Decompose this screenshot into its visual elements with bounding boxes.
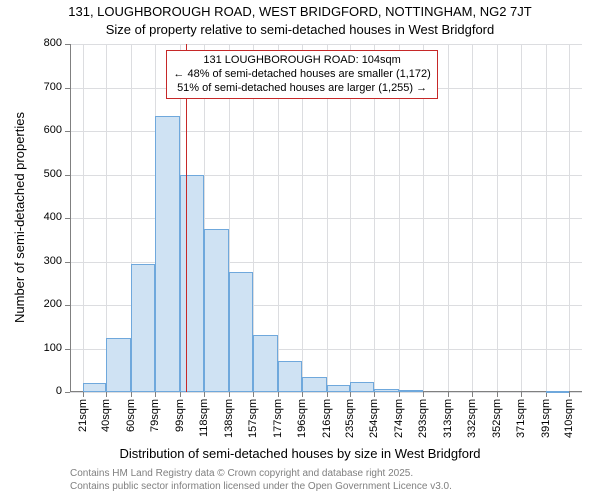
y-tick-label: 600 <box>32 124 62 136</box>
footer-line1: Contains HM Land Registry data © Crown c… <box>70 468 600 481</box>
title-main: 131, LOUGHBOROUGH ROAD, WEST BRIDGFORD, … <box>0 4 600 19</box>
x-tick <box>569 392 570 397</box>
x-tick-label: 293sqm <box>417 399 429 445</box>
histogram-bar <box>253 335 278 392</box>
annotation-line2: ← 48% of semi-detached houses are smalle… <box>173 68 430 82</box>
x-tick-label: 254sqm <box>368 399 380 445</box>
grid-line-v <box>472 44 473 392</box>
y-tick-label: 200 <box>32 298 62 310</box>
grid-line-v <box>448 44 449 392</box>
x-tick-label: 352sqm <box>491 399 503 445</box>
x-tick-label: 313sqm <box>442 399 454 445</box>
histogram-bar <box>131 264 155 392</box>
x-tick <box>106 392 107 397</box>
grid-line-v <box>569 44 570 392</box>
x-tick-label: 60sqm <box>125 399 137 445</box>
histogram-bar <box>155 116 180 392</box>
histogram-bar <box>229 272 253 392</box>
y-tick-label: 800 <box>32 37 62 49</box>
x-tick <box>278 392 279 397</box>
x-tick-label: 40sqm <box>100 399 112 445</box>
histogram-bar <box>204 229 229 392</box>
x-tick-label: 118sqm <box>198 399 210 445</box>
histogram-bar <box>83 383 107 392</box>
x-tick-label: 391sqm <box>540 399 552 445</box>
x-tick-label: 332sqm <box>466 399 478 445</box>
axis-left <box>70 44 71 392</box>
x-tick <box>546 392 547 397</box>
x-tick <box>302 392 303 397</box>
x-tick <box>374 392 375 397</box>
x-tick <box>423 392 424 397</box>
x-tick <box>327 392 328 397</box>
x-tick-label: 177sqm <box>272 399 284 445</box>
x-tick-label: 274sqm <box>393 399 405 445</box>
x-tick <box>131 392 132 397</box>
x-tick-label: 21sqm <box>77 399 89 445</box>
x-tick <box>521 392 522 397</box>
x-tick <box>229 392 230 397</box>
grid-line-v <box>546 44 547 392</box>
plot-area: 010020030040050060070080021sqm40sqm60sqm… <box>70 44 582 392</box>
y-tick-label: 300 <box>32 255 62 267</box>
annotation-box: 131 LOUGHBOROUGH ROAD: 104sqm← 48% of se… <box>166 50 437 99</box>
x-tick <box>155 392 156 397</box>
histogram-bar <box>327 385 351 392</box>
x-tick-label: 410sqm <box>563 399 575 445</box>
x-tick-label: 79sqm <box>149 399 161 445</box>
y-tick-label: 100 <box>32 342 62 354</box>
annotation-line1: 131 LOUGHBOROUGH ROAD: 104sqm <box>173 54 430 68</box>
footer-attribution: Contains HM Land Registry data © Crown c… <box>70 468 600 493</box>
x-tick-label: 371sqm <box>515 399 527 445</box>
histogram-bar <box>180 175 204 393</box>
x-tick-label: 99sqm <box>174 399 186 445</box>
annotation-line3: 51% of semi-detached houses are larger (… <box>173 82 430 96</box>
x-tick <box>497 392 498 397</box>
histogram-bar <box>399 390 423 392</box>
x-tick-label: 157sqm <box>247 399 259 445</box>
grid-line-v <box>497 44 498 392</box>
chart-container: { "title_main": "131, LOUGHBOROUGH ROAD,… <box>0 0 600 500</box>
histogram-bar <box>350 382 374 392</box>
histogram-bar <box>302 377 327 392</box>
x-tick <box>472 392 473 397</box>
y-tick <box>65 392 70 393</box>
grid-line-v <box>83 44 84 392</box>
x-tick-label: 235sqm <box>344 399 356 445</box>
x-tick <box>180 392 181 397</box>
x-axis-label: Distribution of semi-detached houses by … <box>0 446 600 461</box>
histogram-bar <box>546 391 570 393</box>
x-tick-label: 138sqm <box>223 399 235 445</box>
x-tick <box>253 392 254 397</box>
x-tick <box>448 392 449 397</box>
x-tick <box>204 392 205 397</box>
y-tick-label: 500 <box>32 168 62 180</box>
grid-line-v <box>521 44 522 392</box>
y-tick-label: 0 <box>32 385 62 397</box>
histogram-bar <box>278 361 302 392</box>
footer-line2: Contains public sector information licen… <box>70 481 600 494</box>
x-tick-label: 196sqm <box>296 399 308 445</box>
y-axis-label: Number of semi-detached properties <box>12 44 27 392</box>
x-tick-label: 216sqm <box>321 399 333 445</box>
title-sub: Size of property relative to semi-detach… <box>0 22 600 37</box>
y-tick-label: 700 <box>32 81 62 93</box>
y-tick-label: 400 <box>32 211 62 223</box>
histogram-bar <box>374 389 399 392</box>
histogram-bar <box>106 338 131 392</box>
x-tick <box>350 392 351 397</box>
x-tick <box>83 392 84 397</box>
x-tick <box>399 392 400 397</box>
